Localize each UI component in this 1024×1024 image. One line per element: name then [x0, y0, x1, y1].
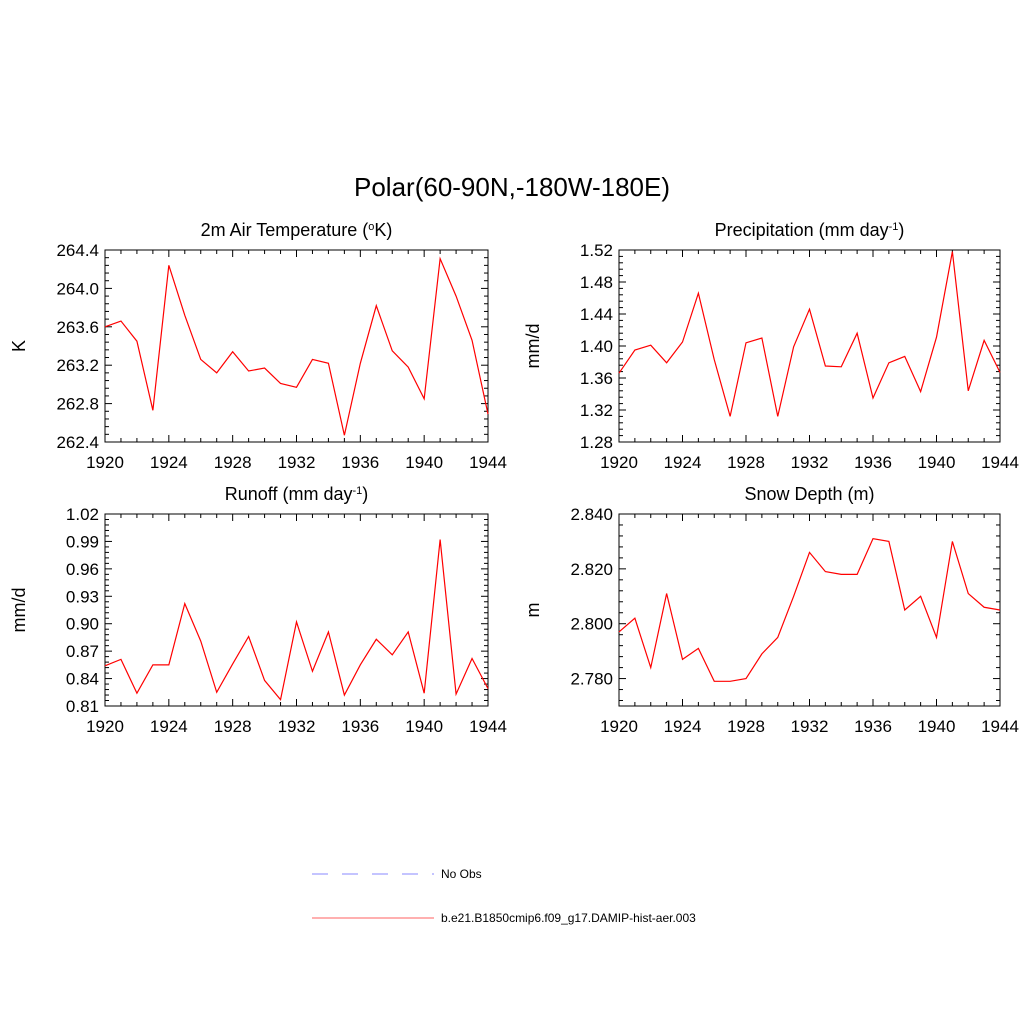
y-tick-label: 263.6 — [56, 318, 99, 337]
y-tick-label: 1.48 — [580, 273, 613, 292]
y-tick-label: 0.96 — [66, 560, 99, 579]
panel-4: Snow Depth (m) m 1920 1924 1928 1932 1936 1940 1… — [523, 484, 1019, 736]
y-tick-label: 264.0 — [56, 279, 99, 298]
panels: 2m Air Temperature (oK) K 1920 1924 1928 1932… — [9, 220, 1019, 736]
y-axis-label: K — [9, 340, 29, 352]
x-tick-label: 1932 — [278, 453, 316, 472]
figure-title: Polar(60-90N,-180W-180E) — [354, 172, 670, 202]
panel-title: Snow Depth (m) — [744, 484, 874, 504]
y-tick-label: 1.36 — [580, 369, 613, 388]
x-tick-label: 1932 — [791, 453, 829, 472]
panel-3: Runoff (mm day-1) mm/d 1920 1924 1928 1932 193… — [9, 484, 507, 736]
x-tick-label: 1944 — [981, 717, 1019, 736]
x-tick-label: 1936 — [854, 453, 892, 472]
y-tick-label: 2.820 — [570, 560, 613, 579]
x-tick-label: 1940 — [405, 453, 443, 472]
x-tick-label: 1936 — [341, 453, 379, 472]
x-tick-label: 1924 — [664, 717, 702, 736]
y-tick-label: 0.90 — [66, 615, 99, 634]
y-tick-label: 2.780 — [570, 670, 613, 689]
x-tick-label: 1932 — [791, 717, 829, 736]
x-tick-label: 1928 — [727, 717, 765, 736]
legend: No Obs b.e21.B1850cmip6.f09_g17.DAMIP-hi… — [312, 867, 696, 925]
x-tick-label: 1920 — [600, 717, 638, 736]
x-tick-label: 1940 — [918, 453, 956, 472]
y-tick-label: 0.99 — [66, 532, 99, 551]
y-tick-label: 1.32 — [580, 401, 613, 420]
x-tick-label: 1928 — [727, 453, 765, 472]
x-tick-label: 1924 — [664, 453, 702, 472]
x-tick-label: 1924 — [150, 717, 188, 736]
y-axis-label: mm/d — [9, 588, 29, 633]
y-tick-label: 262.4 — [56, 433, 99, 452]
legend-label-model: b.e21.B1850cmip6.f09_g17.DAMIP-hist-aer.… — [441, 911, 696, 925]
x-tick-label: 1940 — [405, 717, 443, 736]
x-tick-label: 1920 — [600, 453, 638, 472]
x-tick-label: 1920 — [86, 717, 124, 736]
plot-frame — [104, 513, 489, 707]
y-tick-label: 0.87 — [66, 642, 99, 661]
y-axis-label: m — [523, 603, 543, 618]
y-tick-label: 1.44 — [580, 305, 613, 324]
panel-title: 2m Air Temperature (oK) — [201, 220, 393, 240]
x-tick-label: 1936 — [854, 717, 892, 736]
y-axis-label: mm/d — [523, 324, 543, 369]
y-tick-label: 1.28 — [580, 433, 613, 452]
y-tick-label: 1.52 — [580, 241, 613, 260]
x-tick-label: 1940 — [918, 717, 956, 736]
x-tick-label: 1932 — [278, 717, 316, 736]
plot-frame — [618, 513, 1001, 707]
y-tick-label: 1.40 — [580, 337, 613, 356]
panel-2: Precipitation (mm day-1) mm/d 1920 1924 1928… — [523, 220, 1019, 472]
y-tick-label: 0.93 — [66, 587, 99, 606]
panel-1: 2m Air Temperature (oK) K 1920 1924 1928 1932… — [9, 220, 507, 472]
plot-frame — [618, 249, 1001, 443]
x-tick-label: 1944 — [469, 717, 507, 736]
y-tick-label: 2.840 — [570, 505, 613, 524]
x-tick-label: 1944 — [981, 453, 1019, 472]
x-tick-label: 1944 — [469, 453, 507, 472]
series-line — [618, 251, 1001, 417]
x-tick-label: 1920 — [86, 453, 124, 472]
panel-title: Runoff (mm day-1) — [225, 484, 369, 504]
y-tick-label: 0.84 — [66, 670, 99, 689]
panel-title: Precipitation (mm day-1) — [715, 220, 905, 240]
x-tick-label: 1936 — [341, 717, 379, 736]
series-line — [104, 256, 489, 436]
y-tick-label: 263.2 — [56, 356, 99, 375]
x-tick-label: 1928 — [214, 717, 252, 736]
x-tick-label: 1924 — [150, 453, 188, 472]
y-tick-label: 1.02 — [66, 505, 99, 524]
x-tick-label: 1928 — [214, 453, 252, 472]
y-tick-label: 262.8 — [56, 395, 99, 414]
y-tick-label: 264.4 — [56, 241, 99, 260]
series-line — [618, 538, 1001, 682]
y-tick-label: 2.800 — [570, 615, 613, 634]
legend-label-no-obs: No Obs — [441, 867, 482, 881]
series-line — [104, 539, 489, 701]
y-tick-label: 0.81 — [66, 697, 99, 716]
